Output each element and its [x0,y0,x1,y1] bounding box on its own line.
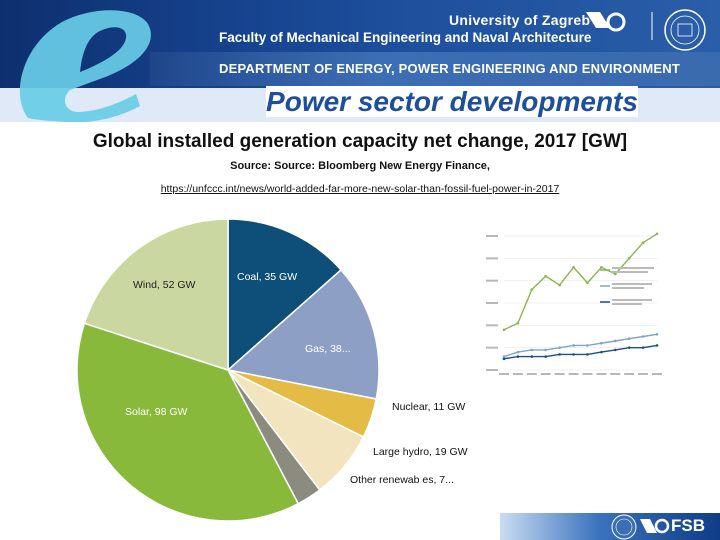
inset-point [530,288,534,291]
inset-point [613,272,617,276]
inset-point [627,337,631,341]
inset-point [641,241,645,244]
inset-point [558,283,561,287]
pie-slice [226,268,380,400]
inset-point [600,350,603,354]
inset-point [586,353,589,356]
inset-point [655,344,659,347]
pie-slice-label: Large hydro, 19 GW [373,446,468,458]
inset-point [516,350,520,354]
inset-x-tick [540,373,551,375]
inset-legend-text [612,299,652,301]
inset-x-tick [610,373,621,375]
department-name: DEPARTMENT OF ENERGY, POWER ENGINEERING … [219,61,680,76]
inset-point [655,332,659,336]
inset-x-tick [526,373,537,375]
inset-point [558,346,561,349]
inset-point [502,357,506,361]
source-text: Source: Source: Bloomberg New Energy Fin… [230,160,490,172]
pie-slice-label: Gas, 38... [305,343,351,355]
inset-point [572,353,575,356]
inset-legend-text [612,267,654,269]
inset-legend-text [612,283,652,285]
fsb-logo-text: FSB [671,516,705,535]
banner-stripe [150,52,720,86]
inset-point [600,265,603,269]
pie-slice-label: Solar, 98 GW [125,406,188,418]
inset-point [586,281,589,285]
pie-slice-label: Other renewab es, 7... [350,474,454,486]
inset-x-tick [652,373,662,375]
inset-point [613,348,617,352]
inset-x-tick [624,373,635,375]
inset-point [544,355,548,358]
inset-point [530,355,534,358]
inset-y-tick [486,369,498,371]
inset-series-line [503,344,658,360]
pie-slice [76,322,300,522]
inset-x-tick [596,373,607,375]
inset-point [641,346,645,349]
inset-point [572,265,575,269]
pie-slice-label: Wind, 52 GW [133,279,196,291]
inset-x-tick [554,373,565,375]
inset-y-tick [486,257,498,260]
inset-series-line [503,233,658,331]
slide-title: Power sector developments [266,86,638,117]
inset-x-tick [638,373,649,375]
inset-point [627,257,631,260]
inset-legend-text [612,303,642,305]
inset-point [586,344,589,347]
inset-series-line [503,333,658,358]
pie-slice [83,218,229,372]
inset-x-tick [568,373,579,375]
inset-y-tick [486,324,498,327]
inset-point [544,348,548,352]
inset-point [544,274,548,278]
inset-point [613,339,617,343]
faculty-logo-icon [586,12,626,32]
e-logo [19,10,151,122]
inset-x-tick [499,373,509,375]
inset-point [655,232,659,236]
inset-point [627,346,631,349]
inset-y-tick [486,235,498,237]
inset-point [641,335,645,338]
inset-point [558,353,561,356]
faculty-name: Faculty of Mechanical Engineering and Na… [219,30,592,45]
inset-x-tick [582,373,593,375]
pie-slice-label: Coal, 35 GW [237,271,297,283]
inset-y-tick [486,279,498,282]
pie-slice [227,218,343,372]
inset-point [600,341,603,345]
inset-point [516,355,520,358]
inset-point [502,355,506,358]
footer-seal-icon [611,514,637,540]
inset-legend-text [612,287,644,289]
chart-subtitle: Global installed generation capacity net… [92,131,628,152]
university-name: University of Zagreb [449,12,591,28]
inset-point [572,344,575,347]
inset-line-chart [482,230,662,378]
inset-y-tick [486,302,498,304]
inset-point [530,348,534,352]
university-seal-icon [664,9,706,51]
pie-slice-label: Nuclear, 11 GW [392,401,465,413]
source-link[interactable]: https://unfccc.int/news/world-added-far-… [160,183,560,195]
inset-point [516,321,520,325]
inset-point [502,328,506,332]
inset-x-tick [512,373,523,375]
header-banner: University of Zagreb Faculty of Mechanic… [0,0,720,122]
inset-y-tick [486,346,498,349]
inset-legend-text [612,271,648,273]
footer-bar [500,513,720,540]
footer-faculty-logo-icon [640,518,670,534]
